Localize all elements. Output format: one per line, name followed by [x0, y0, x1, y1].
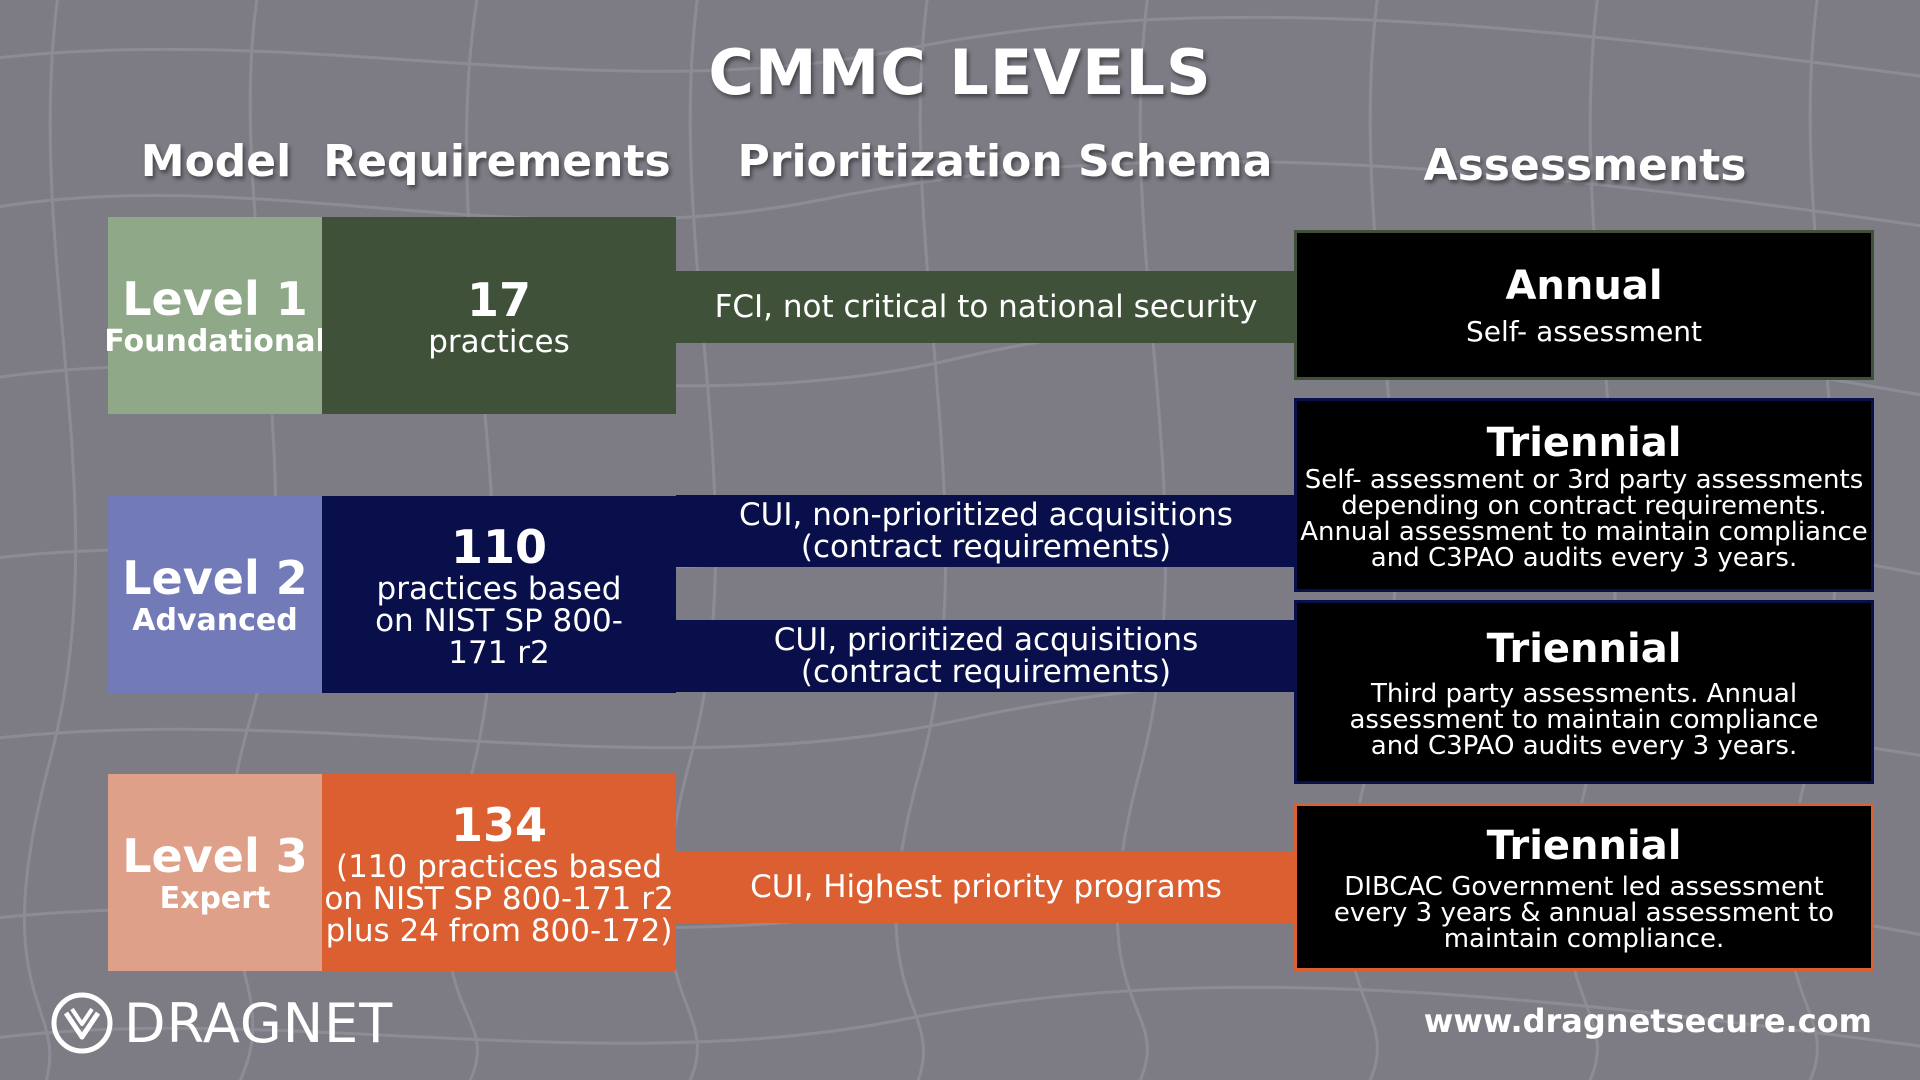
assessment-title: Triennial: [1486, 626, 1682, 672]
level-2-requirements: 110 practices based on NIST SP 800- 171 …: [322, 496, 676, 693]
assessment-text: DIBCAC Government led assessment: [1344, 872, 1824, 902]
column-header-assessments: Assessments: [1423, 140, 1747, 191]
level-2-model: Level 2 Advanced: [108, 496, 322, 693]
requirement-count: 110: [450, 519, 548, 574]
page-title: CMMC LEVELS: [708, 36, 1212, 109]
assessment-text: Self- assessment or 3rd party assessment…: [1304, 465, 1864, 495]
schema-text: CUI, non-prioritized acquisitions: [739, 497, 1233, 533]
assessment-text: Self- assessment: [1465, 315, 1703, 348]
level-subtitle: Advanced: [132, 602, 298, 638]
requirement-text: 171 r2: [448, 634, 550, 671]
requirement-text: on NIST SP 800-171 r2: [324, 880, 674, 917]
level-name: Level 3: [122, 828, 308, 883]
column-header-model: Model: [140, 136, 292, 187]
assessment-text: assessment to maintain compliance: [1349, 705, 1819, 735]
assessment-title: Annual: [1505, 263, 1663, 309]
assessment-text: depending on contract requirements.: [1341, 491, 1827, 521]
schema-band-2: CUI, non-prioritized acquisitions (contr…: [676, 495, 1296, 567]
assessment-box-3: Triennial Third party assessments. Annua…: [1294, 600, 1874, 784]
level-name: Level 1: [122, 271, 308, 326]
requirement-count: 134: [450, 797, 548, 852]
assessment-box-4: Triennial DIBCAC Government led assessme…: [1294, 803, 1874, 971]
requirement-text: practices based: [376, 570, 622, 607]
requirement-count: 17: [466, 272, 531, 327]
requirement-text: on NIST SP 800-: [375, 602, 623, 639]
schema-text: FCI, not critical to national security: [714, 289, 1258, 325]
column-header-requirements: Requirements: [323, 136, 671, 187]
column-header-schema: Prioritization Schema: [737, 136, 1273, 187]
level-subtitle: Expert: [159, 880, 271, 916]
shield-check-icon: [51, 992, 113, 1054]
assessment-title: Triennial: [1486, 420, 1682, 466]
assessment-text: Third party assessments. Annual: [1370, 679, 1798, 709]
assessment-text: Annual assessment to maintain compliance: [1300, 517, 1868, 547]
assessment-text: maintain compliance.: [1443, 924, 1725, 954]
schema-band-1: FCI, not critical to national security: [676, 271, 1296, 343]
level-3-requirements: 134 (110 practices based on NIST SP 800-…: [322, 774, 676, 971]
assessment-title: Triennial: [1486, 823, 1682, 869]
requirement-text: plus 24 from 800-172): [325, 912, 673, 949]
level-3-model: Level 3 Expert: [108, 774, 322, 971]
assessment-box-1: Annual Self- assessment: [1294, 230, 1874, 380]
logo: DRAGNET: [50, 990, 393, 1056]
assessment-text: every 3 years & annual assessment to: [1333, 898, 1835, 928]
assessment-text: and C3PAO audits every 3 years.: [1370, 731, 1798, 761]
assessment-box-2: Triennial Self- assessment or 3rd party …: [1294, 398, 1874, 592]
schema-band-4: CUI, Highest priority programs: [676, 851, 1296, 923]
level-name: Level 2: [122, 550, 308, 605]
level-1-requirements: 17 practices: [322, 217, 676, 414]
logo-text: DRAGNET: [124, 991, 394, 1055]
schema-band-3: CUI, prioritized acquisitions (contract …: [676, 620, 1296, 692]
schema-text: CUI, Highest priority programs: [750, 869, 1222, 905]
website-link[interactable]: www.dragnetsecure.com: [1423, 1002, 1872, 1040]
schema-text: (contract requirements): [800, 654, 1172, 690]
assessment-text: and C3PAO audits every 3 years.: [1370, 543, 1798, 573]
level-1-model: Level 1 Foundational: [104, 217, 326, 414]
level-subtitle: Foundational: [104, 323, 326, 359]
requirement-text: (110 practices based: [335, 848, 663, 885]
requirement-text: practices: [428, 323, 570, 360]
schema-text: (contract requirements): [800, 529, 1172, 565]
schema-text: CUI, prioritized acquisitions: [773, 622, 1199, 658]
